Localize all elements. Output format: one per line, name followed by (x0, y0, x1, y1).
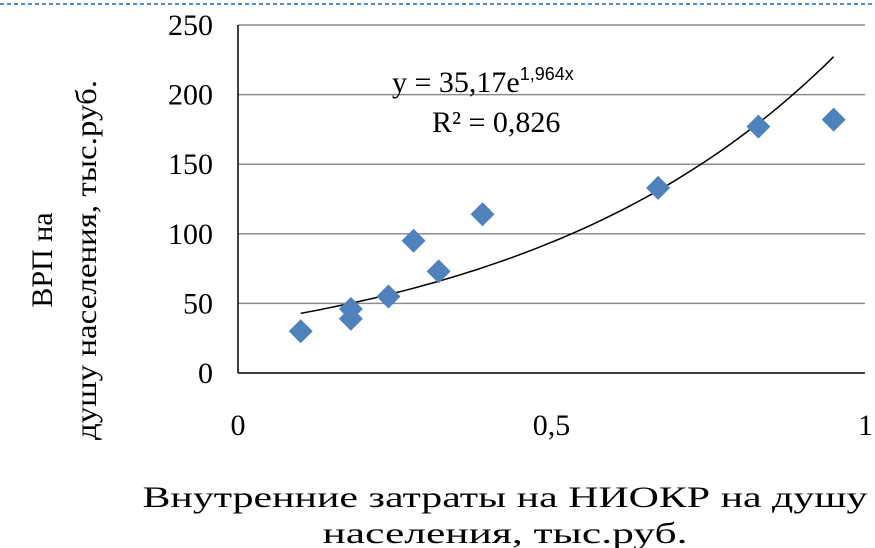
x-tick-label: 0,5 (533, 409, 571, 442)
x-tick-labels: 0 0,5 1 (231, 409, 874, 442)
axes (237, 25, 865, 374)
y-tick-labels: 0 50 100 150 200 250 (168, 9, 213, 390)
y-axis-title-line-2: душу населения, тыс.руб. (70, 80, 103, 440)
data-points (288, 107, 846, 344)
y-tick-label: 100 (168, 218, 213, 251)
data-point (470, 202, 495, 227)
y-axis-title: ВРП на душу населения, тыс.руб. (26, 80, 103, 440)
y-tick-label: 250 (168, 9, 213, 42)
data-point (288, 319, 313, 344)
data-point (821, 107, 846, 132)
y-tick-label: 50 (183, 287, 213, 320)
y-tick-label: 0 (198, 357, 213, 390)
x-tick-label: 0 (231, 409, 246, 442)
data-point (338, 296, 363, 321)
data-point (646, 175, 671, 200)
data-point (401, 228, 426, 253)
data-point (426, 259, 451, 284)
y-tick-label: 200 (168, 79, 213, 112)
equation-exponent: 1,964x (520, 64, 574, 84)
y-axis-title-line-1: ВРП на (26, 212, 59, 307)
y-tick-label: 150 (168, 148, 213, 181)
trendline-r-squared: R² = 0,826 (432, 106, 560, 139)
grid-lines (238, 24, 865, 305)
data-point (746, 114, 771, 139)
equation-base: y = 35,17e (392, 66, 520, 99)
x-axis-title-line-2: населения, тыс.руб. (323, 517, 688, 548)
x-axis-title-line-1: Внутренние затраты на НИОКР на душу (143, 481, 868, 514)
data-point (376, 284, 401, 309)
trendline-equation: y = 35,17e1,964x (392, 64, 574, 99)
x-tick-label: 1 (858, 409, 873, 442)
